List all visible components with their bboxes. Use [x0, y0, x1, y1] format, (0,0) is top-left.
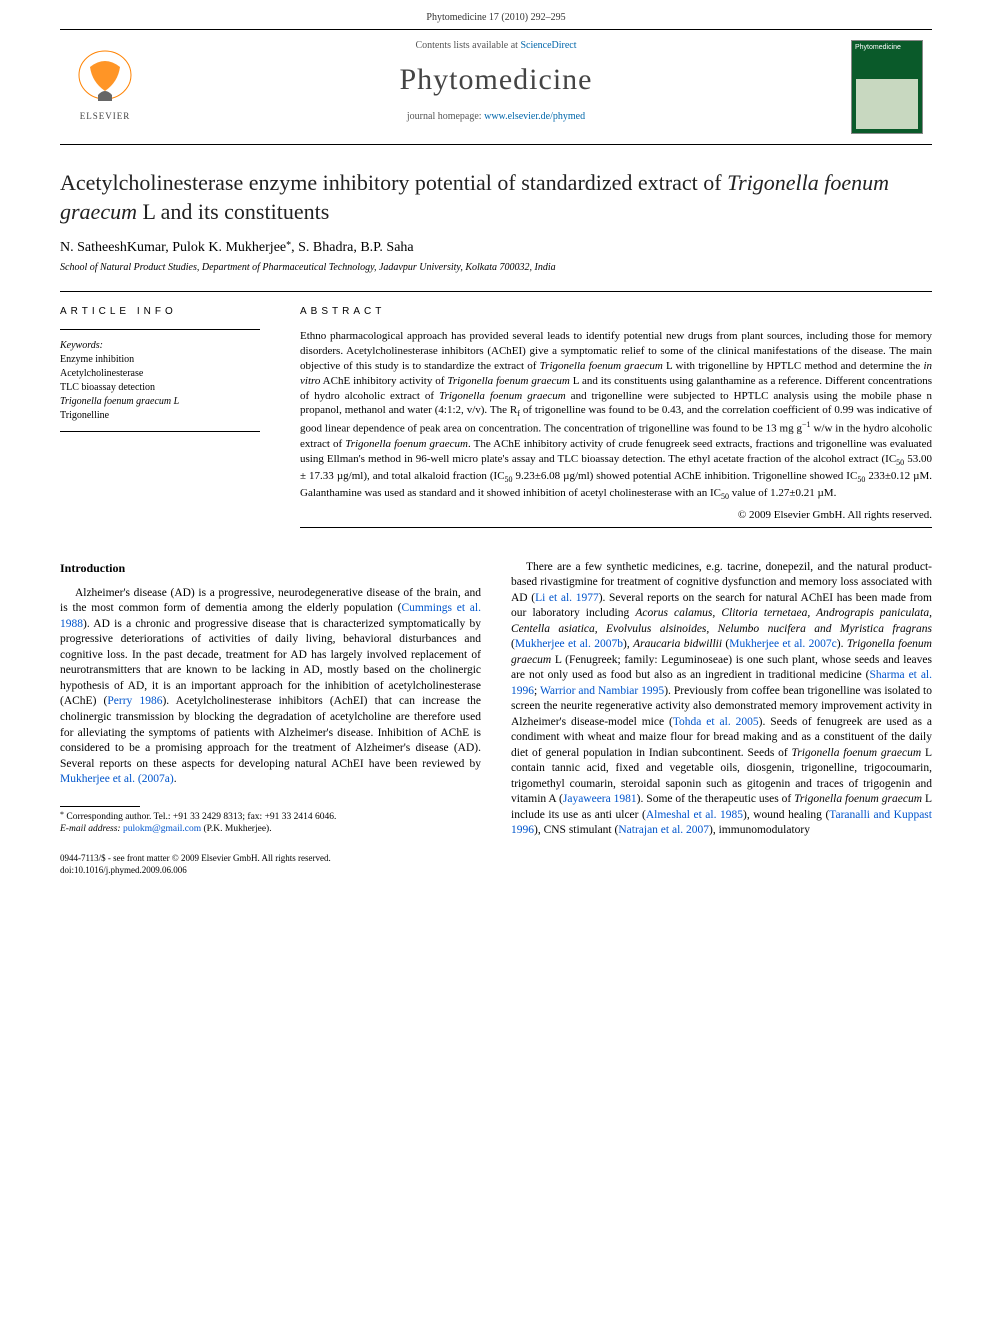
- abstract-copyright: © 2009 Elsevier GmbH. All rights reserve…: [300, 509, 932, 521]
- masthead-center: Contents lists available at ScienceDirec…: [150, 30, 842, 144]
- section-heading-introduction: Introduction: [60, 560, 481, 576]
- ref-mukherjee-a[interactable]: Mukherjee et al. (2007a): [60, 773, 174, 785]
- email-label: E-mail address:: [60, 824, 123, 834]
- keyword-item: Enzyme inhibition: [60, 353, 260, 367]
- journal-cover-area: Phytomedicine: [842, 30, 932, 144]
- corresponding-marker: *: [286, 240, 291, 251]
- elsevier-logo: ELSEVIER: [70, 47, 140, 127]
- authors-text: N. SatheeshKumar, Pulok K. Mukherjee: [60, 240, 286, 255]
- journal-cover-thumbnail: Phytomedicine: [851, 40, 923, 134]
- abstract-text: Ethno pharmacological approach has provi…: [300, 329, 932, 503]
- authors-rest: , S. Bhadra, B.P. Saha: [291, 240, 414, 255]
- info-abstract-row: ARTICLE INFO Keywords: Enzyme inhibition…: [60, 291, 932, 528]
- ref-perry[interactable]: Perry 1986: [107, 695, 162, 707]
- footnote-label: Corresponding author. Tel.: +91 33 2429 …: [64, 812, 336, 822]
- ref-cummings[interactable]: Cummings et al. 1988: [60, 602, 481, 630]
- authors-line: N. SatheeshKumar, Pulok K. Mukherjee*, S…: [60, 240, 932, 256]
- ref-li[interactable]: Li et al. 1977: [535, 592, 599, 604]
- masthead: ELSEVIER Contents lists available at Sci…: [60, 29, 932, 145]
- info-rule: [60, 329, 260, 330]
- svg-text:ELSEVIER: ELSEVIER: [80, 111, 131, 121]
- intro-paragraph-2: There are a few synthetic medicines, e.g…: [511, 560, 932, 839]
- contents-prefix: Contents lists available at: [415, 40, 520, 51]
- ref-tohda[interactable]: Tohda et al. 2005: [673, 716, 759, 728]
- article-info-column: ARTICLE INFO Keywords: Enzyme inhibition…: [60, 306, 260, 528]
- abstract-rule: [300, 527, 932, 528]
- page-header: Phytomedicine 17 (2010) 292–295: [0, 0, 992, 29]
- ref-mukherjee-c[interactable]: Mukherjee et al. 2007c: [729, 638, 837, 650]
- abstract-column: ABSTRACT Ethno pharmacological approach …: [300, 306, 932, 528]
- keyword-item: TLC bioassay detection: [60, 381, 260, 395]
- footnote-rule: [60, 806, 140, 807]
- contents-available-line: Contents lists available at ScienceDirec…: [150, 40, 842, 51]
- body-columns: Introduction Alzheimer's disease (AD) is…: [60, 560, 932, 839]
- journal-name: Phytomedicine: [150, 63, 842, 97]
- keywords-label: Keywords:: [60, 340, 260, 351]
- citation-text: Phytomedicine 17 (2010) 292–295: [426, 12, 565, 23]
- homepage-link[interactable]: www.elsevier.de/phymed: [484, 111, 585, 122]
- email-suffix: (P.K. Mukherjee).: [201, 824, 271, 834]
- homepage-prefix: journal homepage:: [407, 111, 484, 122]
- article-info-heading: ARTICLE INFO: [60, 306, 260, 317]
- email-link[interactable]: pulokm@gmail.com: [123, 824, 201, 834]
- cover-image-placeholder: [856, 79, 918, 129]
- title-pre: Acetylcholinesterase enzyme inhibitory p…: [60, 170, 727, 195]
- ref-jayaweera[interactable]: Jayaweera 1981: [563, 793, 637, 805]
- corresponding-footnote: * Corresponding author. Tel.: +91 33 242…: [60, 811, 481, 836]
- keyword-item: Trigonella foenum graecum L: [60, 395, 260, 409]
- affiliation: School of Natural Product Studies, Depar…: [60, 262, 932, 273]
- info-rule-bottom: [60, 431, 260, 432]
- footer-line-1: 0944-7113/$ - see front matter © 2009 El…: [60, 853, 932, 865]
- keyword-item: Acetylcholinesterase: [60, 367, 260, 381]
- publisher-logo-area: ELSEVIER: [60, 30, 150, 144]
- keyword-italic: Trigonella foenum graecum L: [60, 396, 179, 407]
- footer-doi: doi:10.1016/j.phymed.2009.06.006: [60, 865, 932, 877]
- abstract-heading: ABSTRACT: [300, 306, 932, 317]
- cover-title: Phytomedicine: [852, 41, 922, 54]
- sciencedirect-link[interactable]: ScienceDirect: [520, 40, 576, 51]
- page-footer: 0944-7113/$ - see front matter © 2009 El…: [60, 853, 932, 876]
- ref-natrajan[interactable]: Natrajan et al. 2007: [618, 824, 709, 836]
- right-column: There are a few synthetic medicines, e.g…: [511, 560, 932, 839]
- footnote-marker: *: [60, 810, 64, 819]
- ref-mukherjee-b[interactable]: Mukherjee et al. 2007b: [515, 638, 623, 650]
- article-title: Acetylcholinesterase enzyme inhibitory p…: [60, 169, 932, 226]
- article-container: Acetylcholinesterase enzyme inhibitory p…: [0, 169, 992, 839]
- keyword-item: Trigonelline: [60, 409, 260, 423]
- ref-warrior[interactable]: Warrior and Nambiar 1995: [540, 685, 664, 697]
- ref-almeshal[interactable]: Almeshal et al. 1985: [646, 809, 743, 821]
- intro-paragraph-1: Alzheimer's disease (AD) is a progressiv…: [60, 586, 481, 788]
- homepage-line: journal homepage: www.elsevier.de/phymed: [150, 111, 842, 122]
- left-column: Introduction Alzheimer's disease (AD) is…: [60, 560, 481, 839]
- title-post: L and its constituents: [137, 199, 329, 224]
